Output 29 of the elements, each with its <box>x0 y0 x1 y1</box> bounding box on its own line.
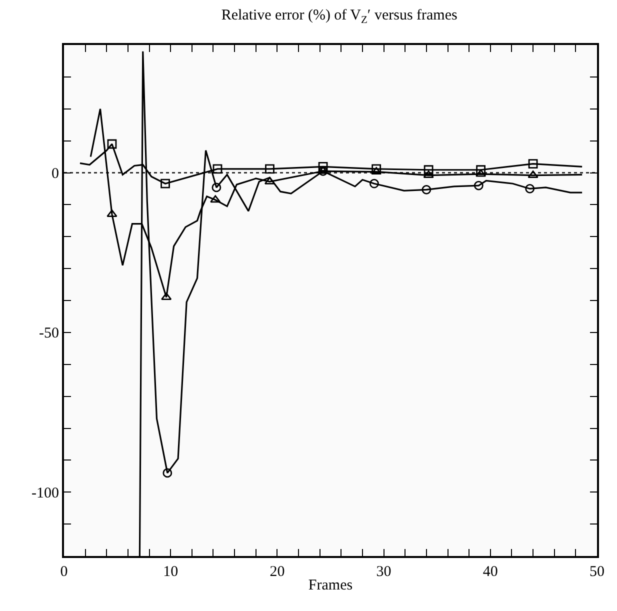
point <box>160 178 170 188</box>
point <box>370 178 379 188</box>
point <box>423 170 434 178</box>
point <box>162 468 172 478</box>
point <box>422 184 432 194</box>
point <box>107 139 117 149</box>
point <box>474 180 484 190</box>
point <box>476 165 486 175</box>
point <box>210 195 221 203</box>
point <box>212 164 222 174</box>
point <box>265 164 274 174</box>
point <box>372 164 382 174</box>
x-tick-label: 10 <box>163 564 178 580</box>
point <box>528 170 538 178</box>
point <box>318 162 328 172</box>
point <box>161 292 172 300</box>
chart-title: Relative error (%) of V$_{Z}$′ versus frames <box>221 8 458 26</box>
y-tick-label: 0 <box>52 166 59 182</box>
point <box>525 184 535 194</box>
point <box>424 165 434 175</box>
point <box>212 182 222 192</box>
y-tick-label: -100 <box>32 485 59 502</box>
y-tick-label: -50 <box>39 326 59 342</box>
x-tick-label: 50 <box>590 564 604 580</box>
x-axis-title: Frames <box>308 578 353 594</box>
x-tick-label: 40 <box>482 564 498 580</box>
x-tick-label: 30 <box>376 564 392 580</box>
x-tick-label: 20 <box>270 564 285 580</box>
point <box>528 159 538 169</box>
